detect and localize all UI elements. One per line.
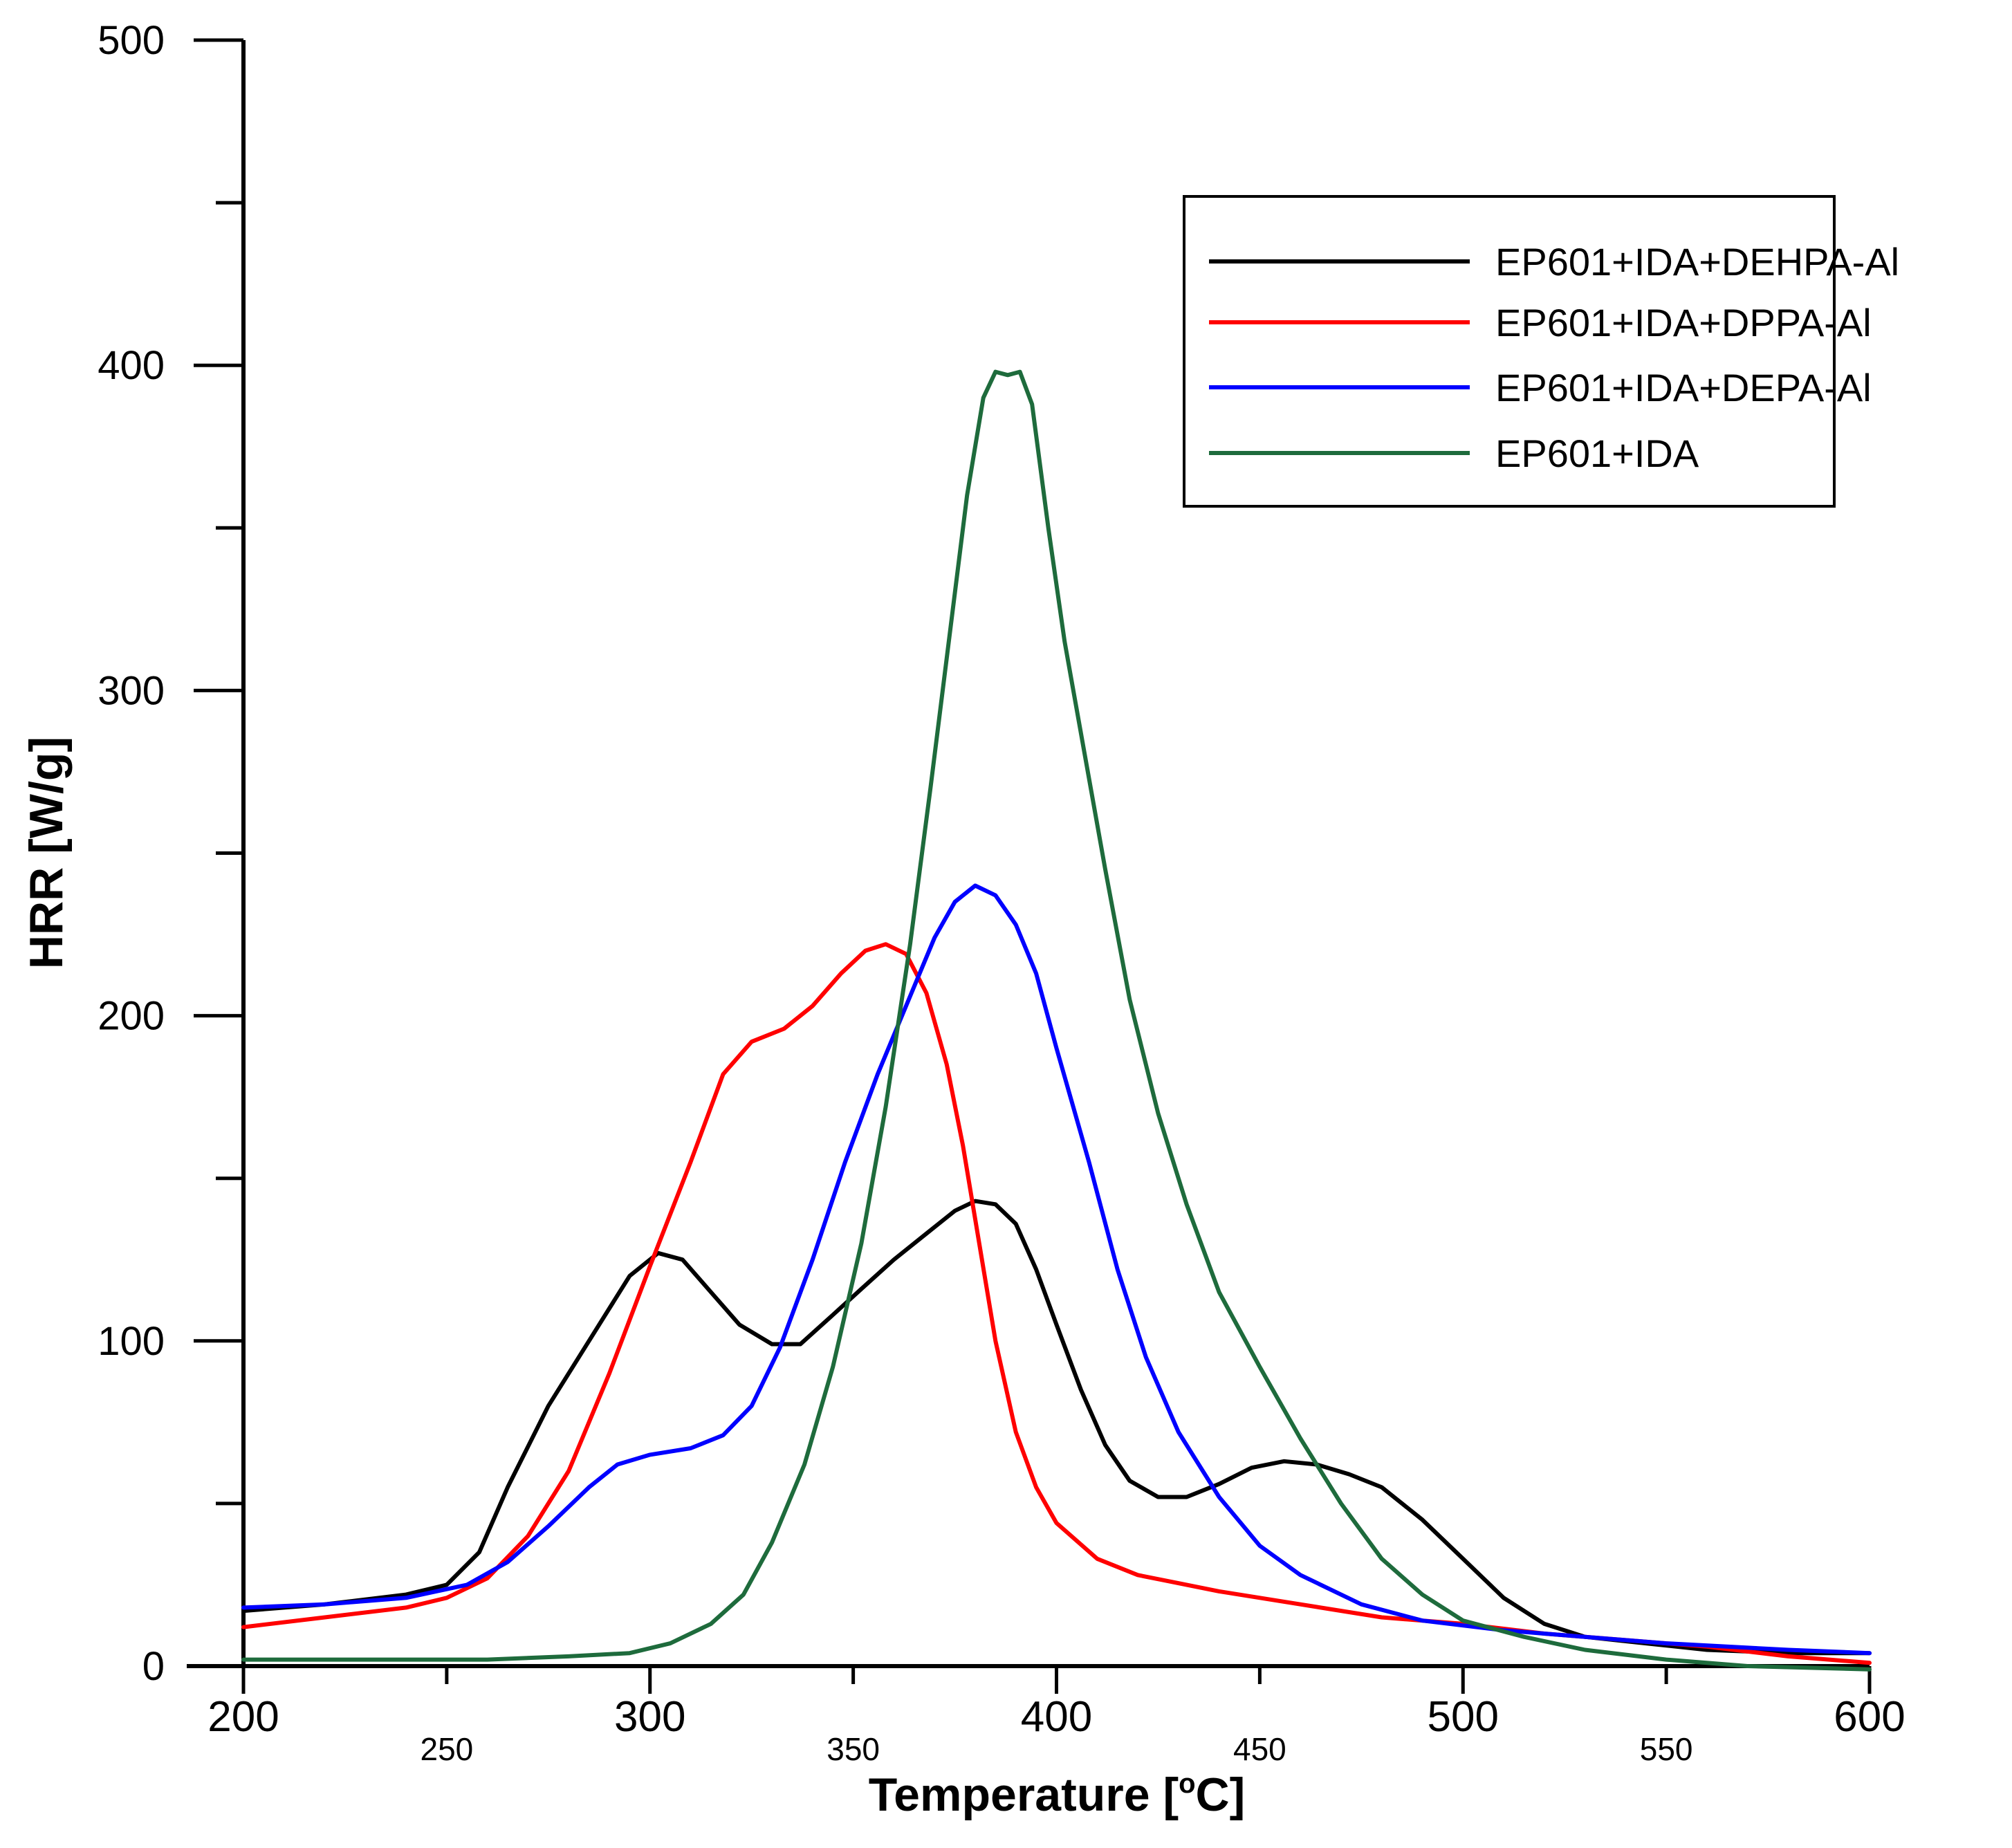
x-major-tick-label: 300 (614, 1693, 685, 1741)
series-line-2 (241, 942, 1872, 1665)
y-tick-label: 400 (98, 343, 165, 388)
legend-label-1: EP601+IDA+DEHPA-Al (1495, 240, 1899, 284)
legend-label-2: EP601+IDA+DPPA-Al (1495, 301, 1872, 344)
y-tick-label: 100 (98, 1319, 165, 1364)
x-minor-tick-label: 550 (1640, 1731, 1693, 1767)
series-layer (241, 369, 1872, 1672)
y-axis-title: HRR [W/g] (20, 737, 73, 969)
legend-label-3: EP601+IDA+DEPA-Al (1495, 366, 1872, 409)
x-major-tick-label: 200 (207, 1693, 279, 1741)
x-minor-tick-label: 450 (1233, 1731, 1286, 1767)
x-axis-title-main: Temperature [ (869, 1768, 1179, 1821)
y-tick-label: 300 (98, 668, 165, 713)
ticks: 0 100 200 300 400 500 200 300 400 500 600 250 350 450… (98, 18, 1905, 1767)
y-tick-label: 0 (142, 1644, 165, 1689)
x-major-tick-label: 500 (1428, 1693, 1499, 1741)
legend: EP601+IDA+DEHPA-Al EP601+IDA+DPPA-Al EP601… (1183, 195, 1899, 508)
x-axis-title-unit: C] (1196, 1768, 1246, 1821)
x-axis-title-superscript: o (1179, 1768, 1195, 1799)
y-tick-label: 200 (98, 994, 165, 1039)
legend-label-4: EP601+IDA (1495, 432, 1699, 475)
x-major-tick-label: 600 (1834, 1693, 1905, 1741)
series-line-3 (241, 883, 1872, 1656)
x-minor-tick-label: 250 (421, 1731, 474, 1767)
x-minor-tick-label: 350 (827, 1731, 880, 1767)
x-axis-title: Temperature [oC] (869, 1768, 1246, 1821)
series-line-4 (241, 369, 1872, 1672)
y-tick-label: 500 (98, 18, 165, 63)
x-major-tick-label: 400 (1021, 1693, 1092, 1741)
series-line-1 (241, 1199, 1872, 1656)
